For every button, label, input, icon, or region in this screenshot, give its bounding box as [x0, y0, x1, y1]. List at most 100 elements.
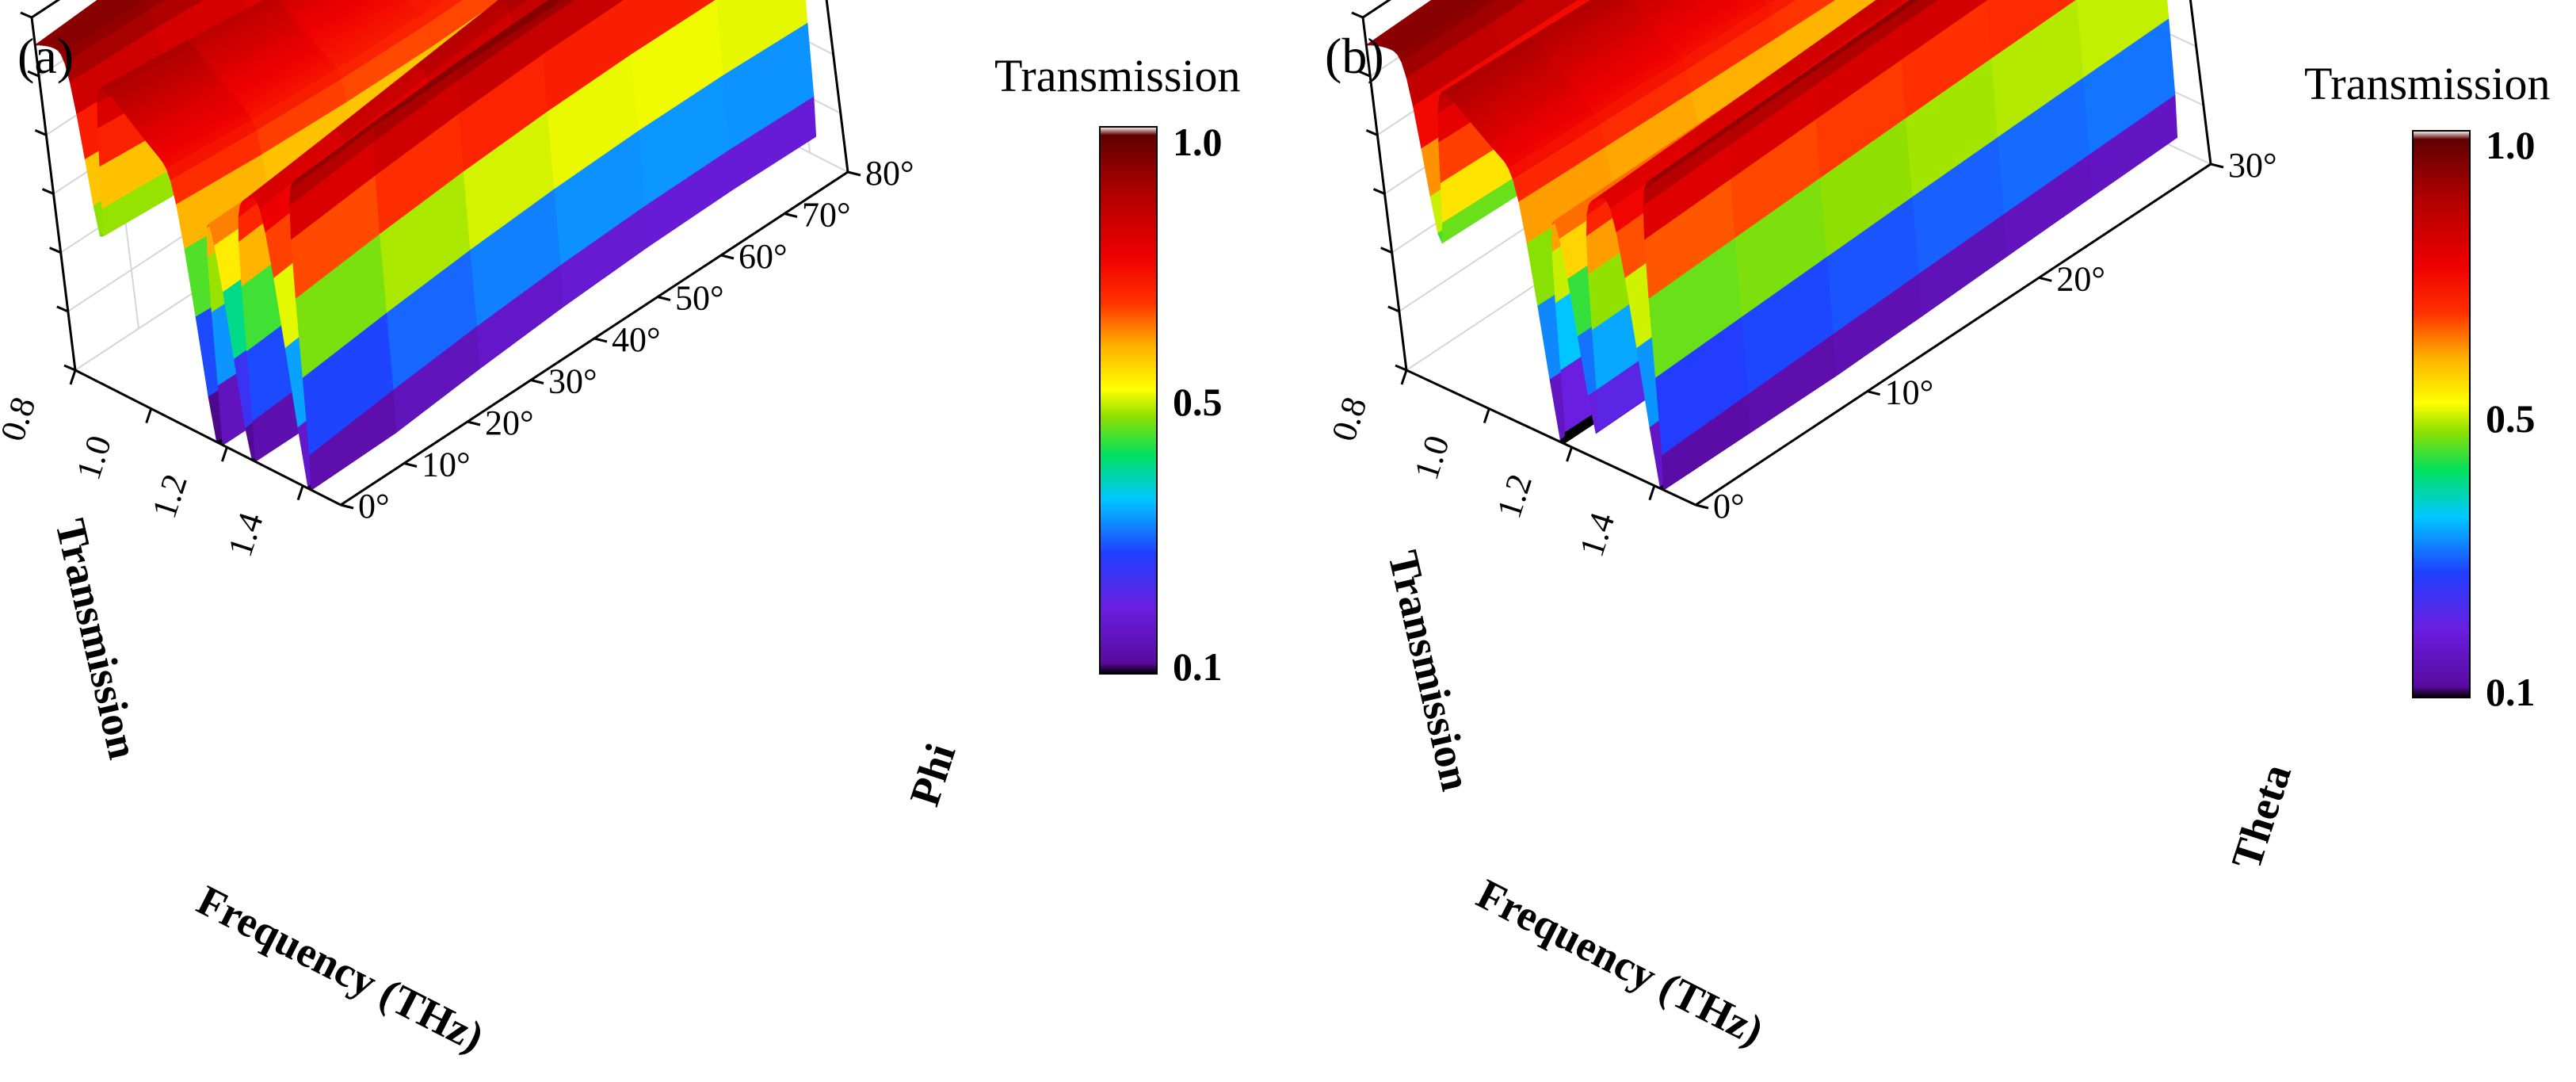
- z-tick-mark-b-5: [1358, 70, 1371, 78]
- y-tick-label-a-2: 20°: [485, 403, 534, 442]
- surface-cell-a-0-7: [54, 0, 136, 51]
- axes-b: 0.8 1.0 1.2 1.4 0° 10° 20° 30°: [1324, 0, 2277, 561]
- colorbar-title-b: Transmission: [2304, 58, 2551, 109]
- y-tick-mark-a-6: [720, 254, 735, 260]
- x-tick-mark-a-0: [69, 369, 77, 385]
- x-tick-label-b-1: 1.0: [1406, 431, 1457, 484]
- colorbar-gradient-b: [2412, 130, 2471, 698]
- surface-cell-b-0-2: [1371, 0, 1443, 46]
- z-axis-title-a: Transmission: [46, 514, 147, 763]
- colorbar-b: Transmission 1.0 0.5 0.1: [2304, 58, 2551, 714]
- surface-cell-b-0-1: [1368, 0, 1440, 46]
- x-tick-label-b-0: 0.8: [1324, 392, 1375, 445]
- surface-cell-b-0-6: [1383, 0, 1461, 49]
- surface-a: [33, 0, 817, 491]
- z-tick-mark-b-4: [1365, 128, 1378, 136]
- colorbar-title-a: Transmission: [994, 50, 1241, 101]
- y-tick-mark-b-3: [2210, 162, 2224, 169]
- colorbar-tick-b-1: 0.5: [2486, 396, 2536, 441]
- y-tick-label-b-1: 10°: [1885, 373, 1934, 412]
- z-tick-mark-a-2: [49, 247, 62, 254]
- y-tick-label-a-8: 80°: [865, 154, 914, 193]
- surface-cell-b-0-4: [1377, 0, 1452, 47]
- colorbar-gradient-a: [1099, 126, 1158, 675]
- surface-cell-b-0-8: [1390, 0, 1473, 52]
- colorbar-tick-a-0: 1.0: [1173, 120, 1223, 164]
- z-tick-mark-a-4: [34, 128, 47, 136]
- x-tick-mark-b-2: [1566, 446, 1573, 462]
- y-tick-label-b-0: 0°: [1713, 487, 1745, 526]
- x-tick-mark-b-1: [1483, 408, 1490, 424]
- surface-cell-a-0-5: [48, 0, 124, 48]
- y-tick-label-a-6: 60°: [738, 237, 788, 276]
- z-tick-mark-a-5: [27, 70, 40, 78]
- z-tick-mark-a-1: [56, 305, 69, 313]
- z-axis-title-b: Transmission: [1379, 546, 1480, 795]
- colorbar-a: Transmission 1.0 0.5 0.1: [994, 50, 1241, 689]
- y-tick-mark-b-1: [1867, 390, 1881, 396]
- y-tick-mark-a-8: [847, 170, 861, 177]
- panel-b: 0.8 1.0 1.2 1.4 0° 10° 20° 30° (b) Frequency (T…: [1324, 0, 2551, 1055]
- x-tick-label-a-1: 1.0: [69, 431, 120, 484]
- surface-cell-b-0-0: [1364, 0, 1436, 46]
- surface-cell-a-0-2: [39, 0, 109, 46]
- y-tick-label-a-4: 40°: [612, 320, 661, 359]
- axes-a: 0.8 1.0 1.2 1.4 0° 10° 20° 30° 40° 50° 60° 70° 80°: [0, 0, 914, 561]
- panel-label-b: (b): [1325, 28, 1384, 84]
- surface-cell-a-0-8: [57, 0, 147, 55]
- x-tick-label-b-3: 1.4: [1572, 508, 1623, 561]
- surface-cell-b-0-7: [1387, 0, 1467, 50]
- back-vertical-line-a: [825, 0, 849, 173]
- y-tick-mark-a-2: [467, 420, 481, 426]
- colorbar-tick-a-1: 0.5: [1173, 380, 1223, 424]
- y-tick-label-a-0: 0°: [358, 487, 390, 526]
- colorbar-tick-a-2: 0.1: [1173, 644, 1223, 689]
- y-axis-line-b: [1695, 162, 2212, 507]
- z-tick-mark-b-2: [1380, 247, 1393, 254]
- z-tick-mark-b-6: [1351, 11, 1364, 19]
- y-tick-mark-a-4: [593, 337, 608, 343]
- back-vertical-line-b: [2189, 0, 2212, 165]
- x-tick-label-a-3: 1.4: [220, 508, 271, 561]
- y-tick-mark-a-0: [340, 503, 354, 510]
- surface-cell-b-0-5: [1380, 0, 1456, 48]
- y-tick-mark-a-7: [784, 212, 798, 218]
- x-axis-line-a: [74, 369, 342, 507]
- x-axis-title-a: Frequency (THz): [190, 876, 491, 1061]
- z-tick-mark-b-3: [1372, 188, 1386, 195]
- y-tick-label-a-3: 30°: [548, 362, 597, 401]
- y-tick-mark-b-0: [1695, 503, 1709, 510]
- y-axis-title-b: Theta: [2222, 759, 2300, 875]
- x-tick-label-b-2: 1.2: [1489, 469, 1540, 522]
- x-axis-line-b: [1406, 369, 1696, 507]
- z-tick-mark-b-0: [1395, 364, 1407, 372]
- surface-cell-a-0-3: [42, 0, 114, 47]
- z-tick-mark-b-1: [1387, 305, 1400, 313]
- x-tick-mark-a-3: [296, 485, 304, 501]
- panel-label-a: (a): [17, 28, 74, 84]
- y-tick-mark-b-2: [2038, 276, 2052, 282]
- x-tick-mark-b-0: [1400, 369, 1408, 385]
- surface-cell-a-0-1: [36, 0, 105, 46]
- x-axis-title-b: Frequency (THz): [1470, 870, 1771, 1054]
- y-tick-mark-a-3: [530, 379, 544, 384]
- x-tick-mark-a-2: [221, 446, 228, 462]
- x-tick-mark-a-1: [145, 408, 153, 424]
- surface-cell-b-0-89: [1652, 120, 1742, 181]
- z-tick-mark-a-0: [63, 364, 76, 372]
- y-tick-label-b-3: 30°: [2228, 146, 2277, 185]
- surface-cell-b-0-9: [1393, 0, 1482, 55]
- y-tick-mark-a-1: [403, 462, 418, 468]
- y-tick-label-a-5: 50°: [675, 279, 724, 318]
- surface-cell-b-0-3: [1374, 0, 1447, 47]
- panel-a: 0.8 1.0 1.2 1.4 0° 10° 20° 30° 40° 50° 60° 70° 80° (…: [0, 0, 1241, 1061]
- y-tick-label-a-7: 70°: [802, 196, 851, 235]
- y-tick-label-a-1: 10°: [422, 445, 471, 484]
- y-tick-label-b-2: 20°: [2056, 259, 2105, 298]
- surface-b: [1364, 0, 2178, 491]
- colorbar-tick-b-2: 0.1: [2486, 670, 2536, 714]
- x-tick-mark-b-3: [1648, 485, 1656, 501]
- z-tick-mark-a-6: [20, 11, 32, 19]
- x-tick-label-a-0: 0.8: [0, 392, 44, 445]
